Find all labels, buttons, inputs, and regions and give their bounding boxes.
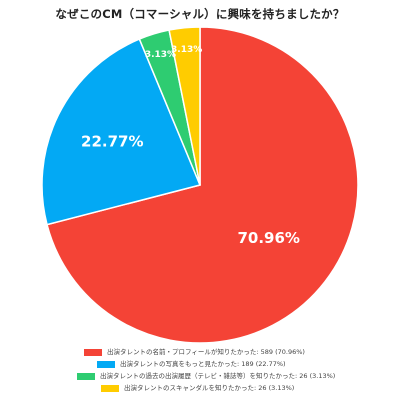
pie-label-history: 3.13% bbox=[145, 50, 176, 60]
legend-swatch-red bbox=[84, 348, 102, 356]
legend-item-profile[interactable]: 出演タレントの名前・プロフィールが知りたかった: 589 (70.96%) bbox=[84, 346, 305, 358]
legend-label: 出演タレントの過去の出演履歴（テレビ・雑誌等）を知りたかった: 26 (3.13… bbox=[100, 372, 336, 380]
legend-label: 出演タレントのスキャンダルを知りたかった: 26 (3.13%) bbox=[124, 384, 295, 392]
pie-slices bbox=[41, 26, 359, 344]
legend-label: 出演タレントの名前・プロフィールが知りたかった: 589 (70.96%) bbox=[107, 348, 305, 356]
pie-label-photos: 22.77% bbox=[81, 132, 143, 150]
pie-label-scandal: 3.13% bbox=[171, 45, 202, 55]
pie-slice-labels: 70.96% 22.77% 3.13%3.13% bbox=[81, 45, 300, 247]
legend-item-photos[interactable]: 出演タレントの写真をもっと見たかった: 189 (22.77%) bbox=[97, 358, 286, 370]
pie-slice-photos[interactable] bbox=[41, 38, 202, 226]
pie-label-profile: 70.96% bbox=[237, 229, 299, 247]
legend-item-scandal[interactable]: 出演タレントのスキャンダルを知りたかった: 26 (3.13%) bbox=[101, 382, 294, 394]
legend-swatch-green bbox=[77, 372, 95, 380]
chart-title: なぜこのCM（コマーシャル）に興味を持ちましたか？ bbox=[55, 7, 345, 21]
legend-swatch-yellow bbox=[101, 384, 119, 392]
legend-item-history[interactable]: 出演タレントの過去の出演履歴（テレビ・雑誌等）を知りたかった: 26 (3.13… bbox=[77, 370, 335, 382]
legend-swatch-blue bbox=[97, 360, 115, 368]
pie-slice-scandal[interactable] bbox=[168, 26, 201, 186]
pie-slice-profile[interactable] bbox=[46, 26, 359, 344]
legend-label: 出演タレントの写真をもっと見たかった: 189 (22.77%) bbox=[120, 360, 286, 368]
